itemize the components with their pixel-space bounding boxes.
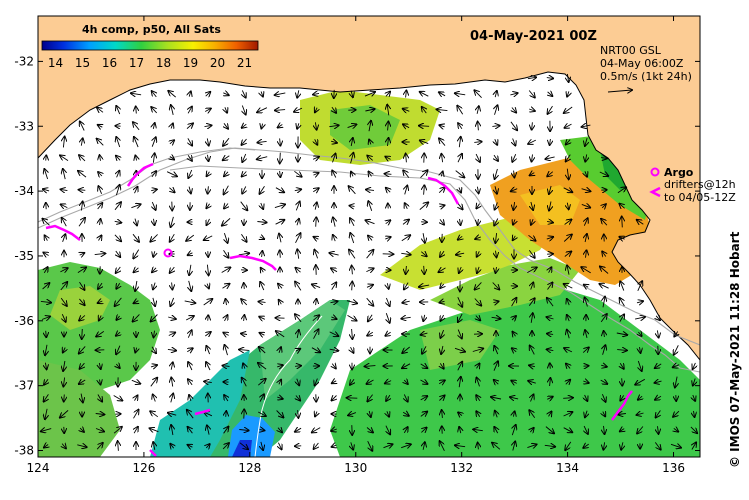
current-vector <box>280 153 281 164</box>
colorbar-tick-label: 14 <box>48 56 63 70</box>
current-vector <box>563 398 573 399</box>
current-vector <box>136 107 137 114</box>
current-vector <box>280 250 281 257</box>
current-vector <box>226 411 227 417</box>
current-vector <box>46 331 47 337</box>
current-vector <box>352 282 353 291</box>
current-time-label: 04-May 06:00Z <box>600 57 684 70</box>
current-vector <box>295 366 301 367</box>
current-scale-label: 0.5m/s (1kt 24h) <box>600 70 692 83</box>
colorbar-tick-label: 15 <box>75 56 90 70</box>
current-vector <box>64 395 65 402</box>
y-tick-label: -34 <box>14 184 34 198</box>
y-tick-label: -35 <box>14 249 34 263</box>
drifter-legend-line1: drifters@12h <box>664 178 736 191</box>
current-vector <box>46 155 47 160</box>
colorbar-tick-label: 17 <box>129 56 144 70</box>
y-tick-label: -37 <box>14 379 34 393</box>
x-tick-label: 126 <box>132 461 155 475</box>
drifter-legend-line2: to 04/05-12Z <box>664 191 736 204</box>
x-tick-label: 124 <box>27 461 50 475</box>
current-vector <box>622 378 623 385</box>
colorbar-tick-label: 19 <box>183 56 198 70</box>
x-tick-label: 132 <box>450 461 473 475</box>
current-vector <box>208 315 209 320</box>
current-vector <box>550 363 551 368</box>
x-tick-label: 128 <box>238 461 261 475</box>
current-vector <box>82 329 83 339</box>
x-tick-label: 134 <box>556 461 579 475</box>
credit-text: © IMOS 07-May-2021 11:28 Hobart <box>728 231 742 468</box>
colorbar-tick-label: 21 <box>237 56 252 70</box>
colorbar-tick-label: 20 <box>210 56 225 70</box>
colorbar-tick-label: 18 <box>156 56 171 70</box>
current-vector <box>79 190 86 191</box>
x-tick-label: 136 <box>662 461 685 475</box>
y-tick-label: -33 <box>14 119 34 133</box>
current-model-label: NRT00 GSL <box>600 44 662 57</box>
colorbar-gradient <box>42 41 258 50</box>
colorbar-tick-label: 16 <box>102 56 117 70</box>
map-title: 04-May-2021 00Z <box>470 29 597 44</box>
current-vector <box>622 217 623 228</box>
current-vector <box>385 174 392 175</box>
y-tick-label: -38 <box>14 444 34 458</box>
current-vector <box>316 217 317 226</box>
y-tick-label: -32 <box>14 54 34 68</box>
colorbar-title: 4h comp, p50, All Sats <box>82 23 221 36</box>
current-vector <box>424 266 425 274</box>
current-vector <box>244 283 245 289</box>
y-tick-label: -36 <box>14 314 34 328</box>
x-tick-label: 130 <box>344 461 367 475</box>
current-vector <box>419 126 429 127</box>
